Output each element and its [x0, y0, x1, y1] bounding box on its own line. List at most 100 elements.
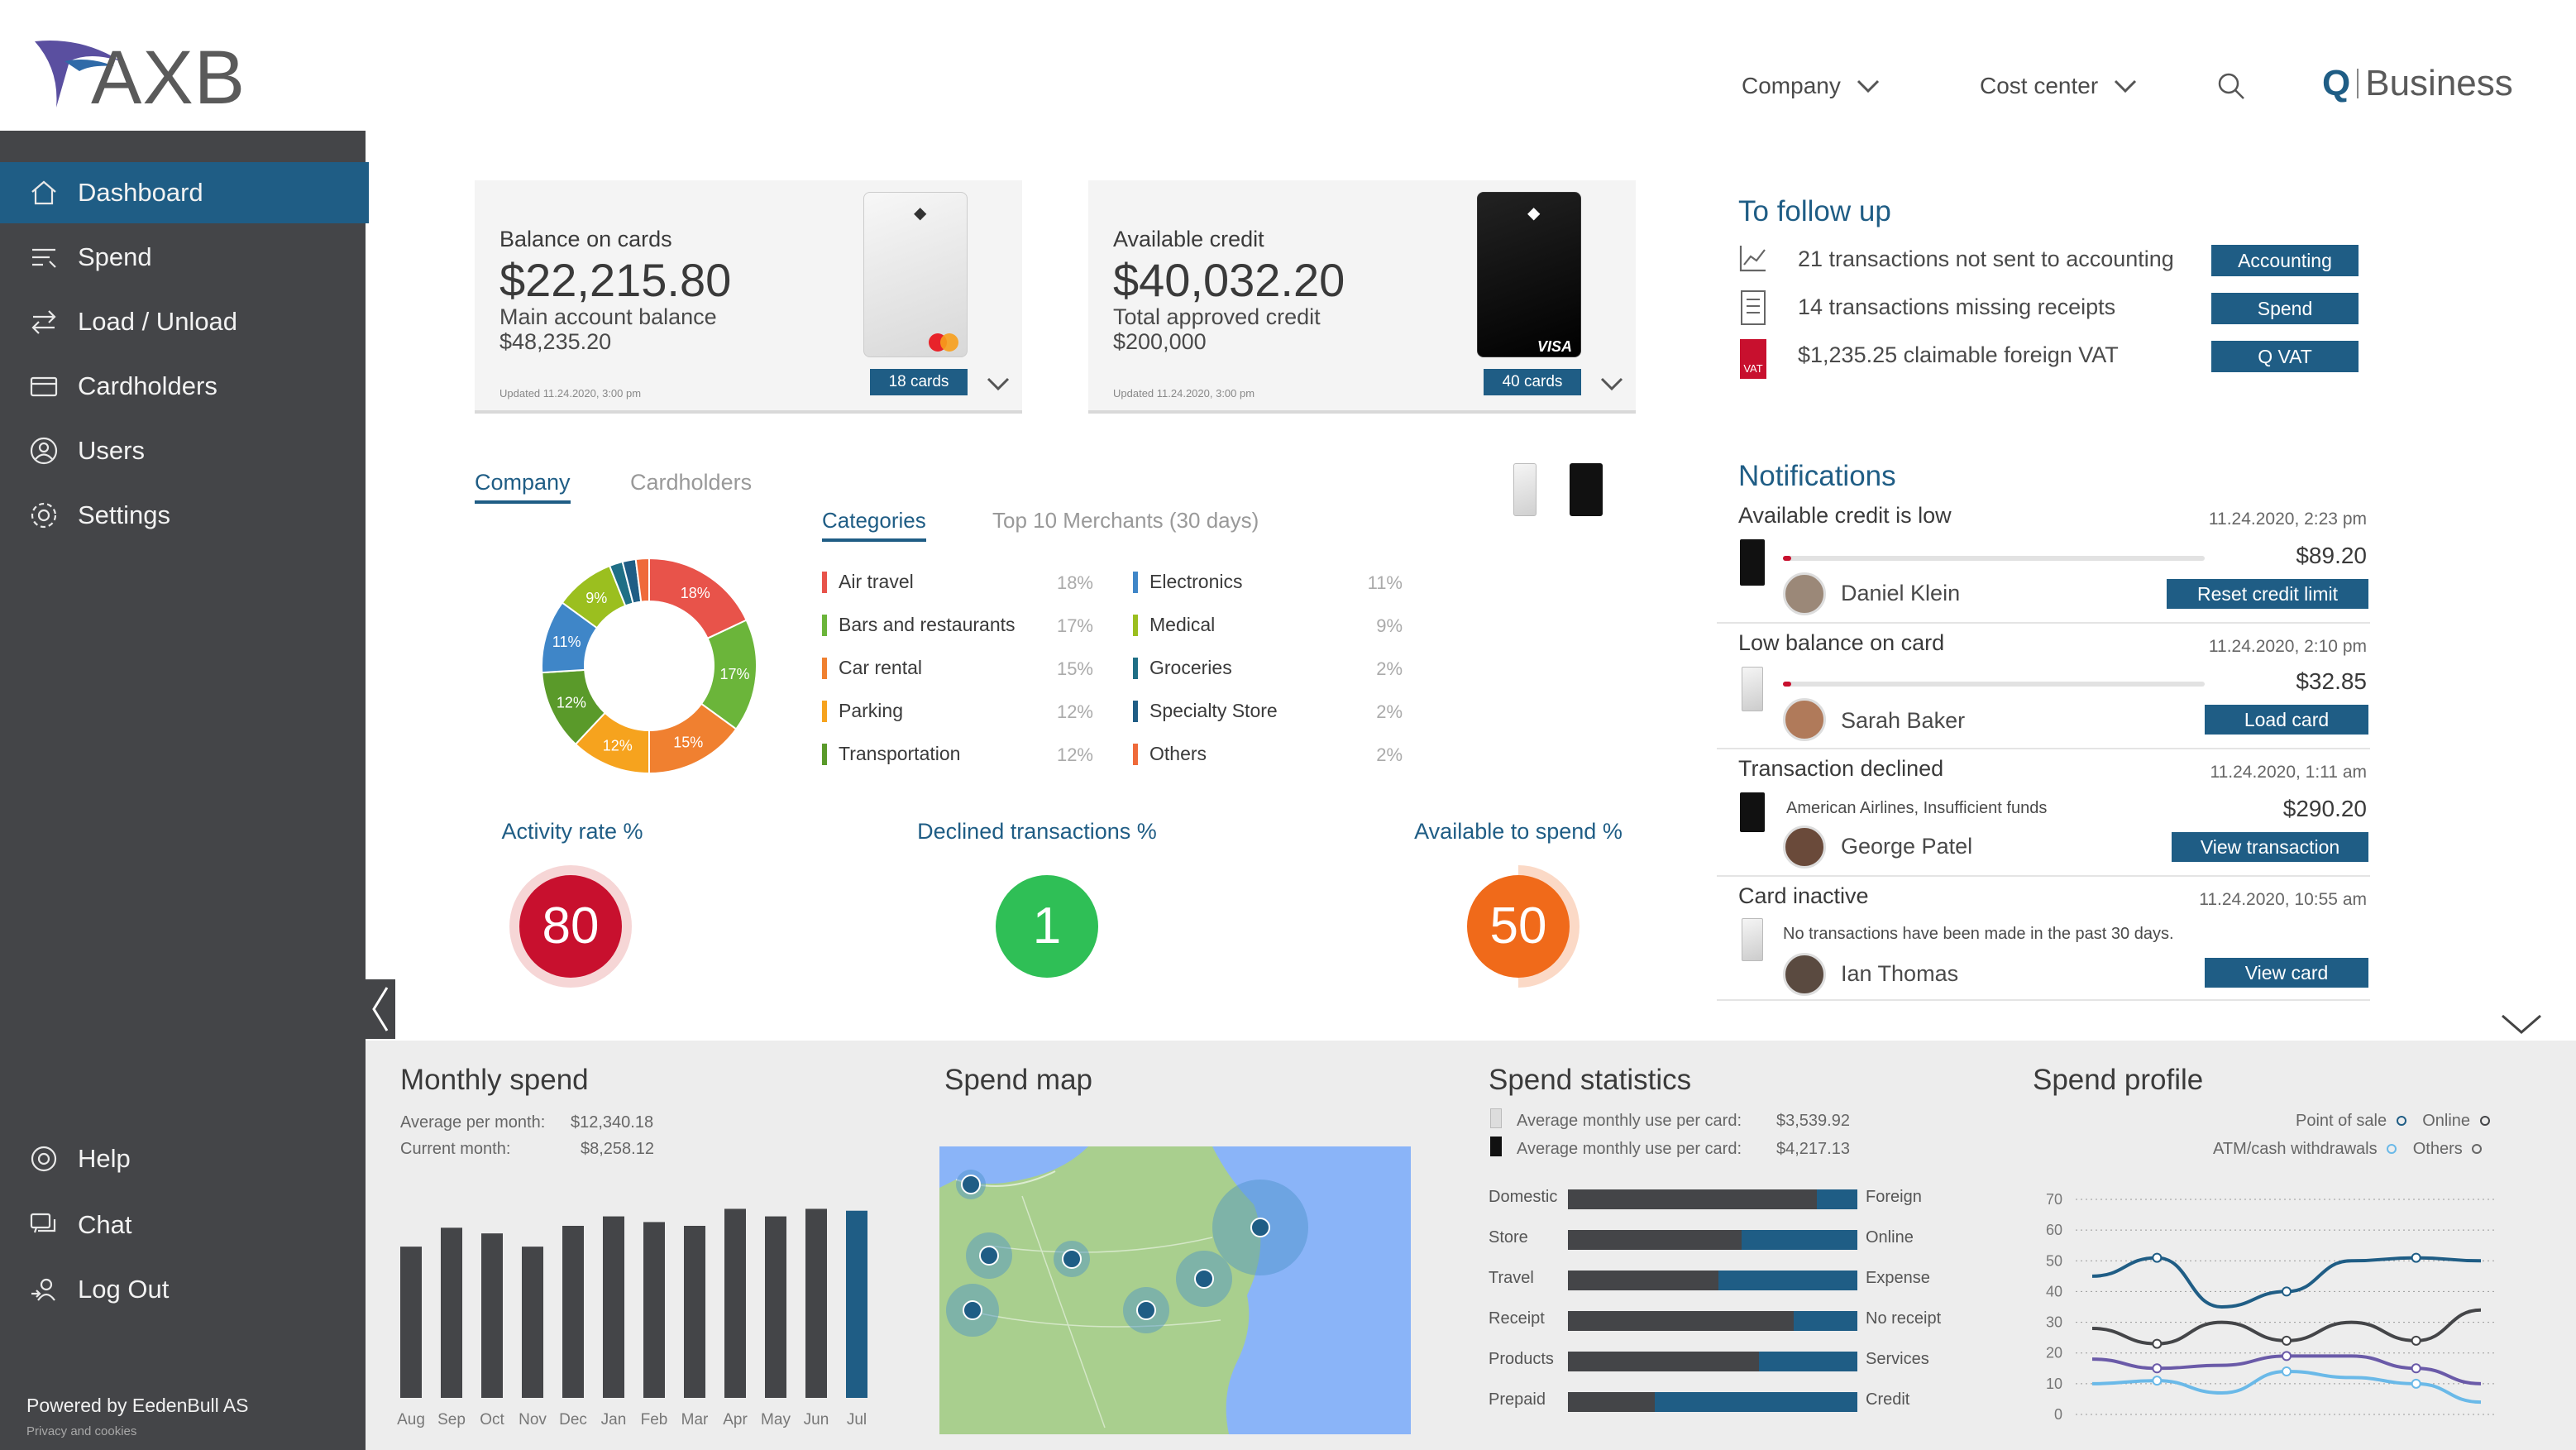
view-card-button[interactable]: View card — [2205, 958, 2368, 988]
notification-person: George Patel — [1841, 834, 1973, 859]
spend-map[interactable] — [939, 1146, 1411, 1434]
balance-label: Balance on cards — [499, 227, 672, 251]
stat-bar[interactable] — [1568, 1352, 1857, 1371]
sidebar-item-load-unload[interactable]: Load / Unload — [0, 291, 369, 352]
notification-person: Daniel Klein — [1841, 581, 1961, 605]
spend-button[interactable]: Spend — [2211, 293, 2359, 324]
card-logo-icon: ◆ — [914, 204, 927, 223]
tab-top-merchants[interactable]: Top 10 Merchants (30 days) — [992, 508, 1259, 533]
stat-bar[interactable] — [1568, 1271, 1857, 1290]
y-tick-label: 50 — [2046, 1252, 2062, 1269]
series-point[interactable] — [2411, 1335, 2421, 1346]
notification-title: Low balance on card — [1738, 630, 1945, 655]
stat-bar[interactable] — [1568, 1392, 1857, 1412]
bar[interactable] — [441, 1227, 462, 1398]
logo[interactable] — [31, 28, 246, 119]
legend-label: Others — [1149, 743, 1207, 764]
notification-divider — [1717, 748, 2370, 749]
cards-count-badge[interactable]: 18 cards — [870, 369, 968, 395]
legend-percent: 17% — [1056, 615, 1093, 636]
series-point[interactable] — [2282, 1286, 2292, 1297]
chevron-down-icon[interactable] — [1599, 376, 1624, 392]
stat-bar[interactable] — [1568, 1189, 1857, 1209]
notification-amount: $89.20 — [2296, 543, 2367, 568]
donut-slice[interactable] — [634, 557, 650, 603]
cost-center-dropdown[interactable]: Cost center — [1980, 73, 2138, 99]
card-icon — [30, 376, 58, 397]
credit-label: Available credit — [1113, 227, 1264, 251]
series-point[interactable] — [2152, 1376, 2163, 1386]
sidebar-item-spend[interactable]: Spend — [0, 227, 369, 288]
legend-label: Medical — [1149, 614, 1216, 635]
logo-text: AXB — [91, 36, 246, 120]
donut-label: 12% — [557, 694, 586, 711]
card-filter-black-icon[interactable] — [1570, 463, 1603, 516]
activity-rate-value: 80 — [542, 897, 600, 955]
sidebar-item-cardholders[interactable]: Cardholders — [0, 356, 369, 417]
main-balance-value: $48,235.20 — [499, 329, 612, 354]
tab-cardholders[interactable]: Cardholders — [630, 470, 753, 495]
stat-left-label: Travel — [1489, 1269, 1534, 1287]
stat-bar[interactable] — [1568, 1311, 1857, 1331]
cards-count-badge[interactable]: 40 cards — [1484, 369, 1581, 395]
sidebar-item-help[interactable]: Help — [0, 1128, 369, 1189]
series-point[interactable] — [2282, 1335, 2292, 1346]
sidebar-item-label: Cardholders — [78, 371, 217, 400]
series-point[interactable] — [2152, 1252, 2163, 1263]
bar[interactable] — [724, 1208, 746, 1398]
collapse-sidebar-button[interactable] — [366, 979, 395, 1039]
logo-swoosh-icon — [35, 41, 121, 108]
load-card-button[interactable]: Load card — [2205, 705, 2368, 735]
q-vat-button[interactable]: Q VAT — [2211, 341, 2359, 372]
series-point[interactable] — [2411, 1363, 2421, 1374]
tab-categories[interactable]: Categories — [822, 508, 926, 542]
bar[interactable] — [562, 1226, 584, 1398]
x-tick-label: Aug — [397, 1411, 425, 1428]
sidebar-item-chat[interactable]: Chat — [0, 1194, 369, 1256]
reset-credit-limit-button[interactable]: Reset credit limit — [2167, 579, 2368, 609]
series-point[interactable] — [2152, 1338, 2163, 1349]
q-business-brand[interactable]: Q Business — [2322, 63, 2513, 104]
balance-value: $22,215.80 — [499, 254, 732, 306]
x-tick-label: Jun — [804, 1411, 829, 1428]
series-point[interactable] — [2282, 1366, 2292, 1376]
bar[interactable] — [481, 1233, 503, 1398]
series-point[interactable] — [2282, 1351, 2292, 1361]
series-point[interactable] — [2411, 1378, 2421, 1389]
follow-up-text: 21 transactions not sent to accounting — [1798, 246, 2174, 271]
notification-title: Transaction declined — [1738, 756, 1944, 781]
view-transaction-button[interactable]: View transaction — [2172, 832, 2368, 862]
bar[interactable] — [765, 1216, 786, 1398]
accounting-button[interactable]: Accounting — [2211, 245, 2359, 276]
series-point[interactable] — [2411, 1252, 2421, 1263]
chevron-down-icon[interactable] — [2499, 1011, 2544, 1036]
privacy-link[interactable]: Privacy and cookies — [26, 1424, 137, 1438]
y-tick-label: 0 — [2054, 1406, 2062, 1423]
company-dropdown[interactable]: Company — [1742, 73, 1881, 99]
sidebar-item-users[interactable]: Users — [0, 420, 369, 481]
chevron-down-icon[interactable] — [986, 376, 1011, 392]
stat-bar[interactable] — [1568, 1230, 1857, 1250]
bar[interactable] — [522, 1247, 543, 1398]
card-filter-white-icon[interactable] — [1513, 463, 1537, 516]
tab-company[interactable]: Company — [475, 470, 571, 504]
legend-swatch — [1133, 614, 1138, 636]
stat-left-label: Domestic — [1489, 1188, 1558, 1206]
search-icon[interactable] — [2216, 71, 2246, 101]
sidebar-item-logout[interactable]: Log Out — [0, 1259, 369, 1320]
follow-up-text: $1,235.25 claimable foreign VAT — [1798, 342, 2119, 367]
bar[interactable] — [643, 1222, 665, 1398]
bar[interactable] — [603, 1216, 624, 1398]
sidebar-item-dashboard[interactable]: Dashboard — [0, 162, 369, 223]
series-point[interactable] — [2152, 1363, 2163, 1374]
bar[interactable] — [846, 1210, 867, 1398]
bar[interactable] — [400, 1247, 422, 1398]
sidebar-item-settings[interactable]: Settings — [0, 485, 369, 546]
stat-left-label: Receipt — [1489, 1309, 1545, 1328]
bar[interactable] — [684, 1226, 705, 1398]
avg-per-month-value: $12,340.18 — [571, 1113, 654, 1132]
notification-divider — [1717, 622, 2370, 624]
powered-by: Powered by EedenBull AS — [26, 1395, 249, 1416]
bar[interactable] — [805, 1208, 827, 1398]
legend-percent: 12% — [1056, 744, 1093, 765]
